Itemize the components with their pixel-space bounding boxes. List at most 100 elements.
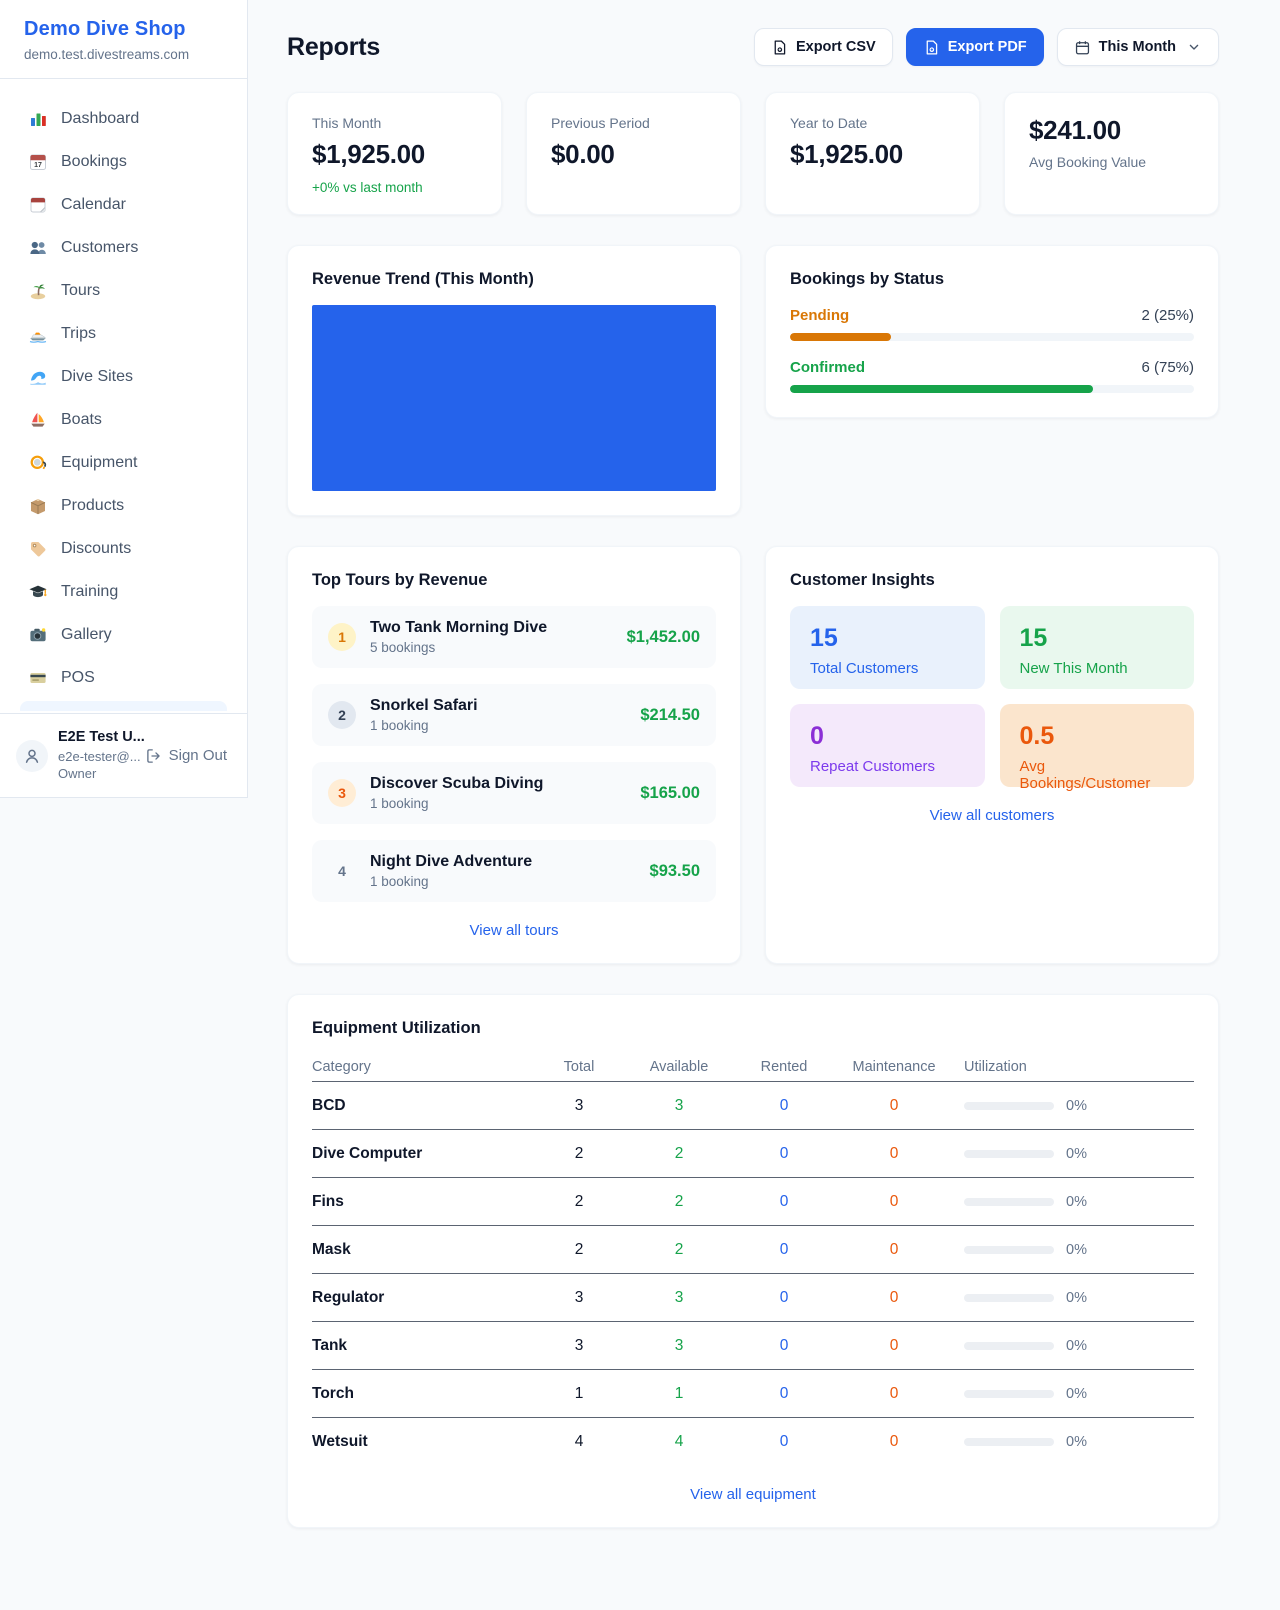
insight-tile-total-customers: 15 Total Customers — [790, 606, 985, 689]
period-dropdown[interactable]: This Month — [1056, 28, 1219, 66]
sidebar-item-training[interactable]: Training — [8, 570, 239, 613]
stat-card-year-to-date: Year to Date $1,925.00 — [765, 92, 980, 215]
revenue-trend-chart — [312, 305, 716, 491]
status-label: Confirmed — [790, 359, 865, 376]
sidebar-item-boats[interactable]: Boats — [8, 398, 239, 441]
page-header: Reports Export CSV Export PDF This Month — [287, 28, 1219, 66]
sidebar-item-pos[interactable]: POS — [8, 656, 239, 699]
utilization-cell: 0% — [954, 1290, 1194, 1306]
tour-revenue: $93.50 — [649, 861, 700, 880]
user-meta: E2E Test U... e2e-tester@... Owner — [58, 728, 145, 783]
sailboat-icon — [28, 410, 48, 430]
category-cell: Mask — [312, 1240, 351, 1258]
stat-cards: This Month $1,925.00 +0% vs last month P… — [287, 92, 1219, 215]
column-header: Rented — [760, 1058, 808, 1075]
revenue-trend-title: Revenue Trend (This Month) — [312, 270, 534, 288]
equipment-table-body: BCD 3 3 0 0 0% Dive Computer 2 2 0 0 0% Fins 2 2 0 0 0% Ma… — [312, 1082, 1194, 1466]
sidebar-item-products[interactable]: Products — [8, 484, 239, 527]
category-cell: Torch — [312, 1384, 354, 1402]
sidebar-item-tours[interactable]: Tours — [8, 269, 239, 312]
utilization-bar — [964, 1341, 1054, 1350]
rank-badge: 3 — [328, 779, 356, 807]
header-actions: Export CSV Export PDF This Month — [753, 28, 1219, 66]
available-cell: 2 — [674, 1192, 684, 1210]
tile-label: Repeat Customers — [810, 758, 936, 775]
view-all-tours-link[interactable]: View all tours — [469, 922, 559, 939]
insight-tiles: 15 Total Customers 15 New This Month 0 R… — [790, 606, 1194, 792]
svg-text:17: 17 — [34, 162, 42, 169]
progress-track — [790, 385, 1194, 393]
status-label: Pending — [790, 307, 850, 324]
stat-value: $241.00 — [1029, 115, 1121, 145]
insight-tile-repeat-customers: 0 Repeat Customers — [790, 704, 985, 787]
maintenance-cell: 0 — [889, 1384, 899, 1402]
tile-label: Total Customers — [810, 660, 919, 677]
tour-bookings: 1 booking — [370, 874, 429, 889]
bar-chart-icon — [28, 109, 48, 129]
sidebar-item-bookings[interactable]: 17 Bookings — [8, 140, 239, 183]
tour-bookings: 1 booking — [370, 796, 429, 811]
stat-label: Year to Date — [790, 115, 868, 131]
maintenance-cell: 0 — [889, 1433, 899, 1450]
progress-fill — [790, 385, 1093, 393]
tag-icon — [28, 539, 48, 559]
sidebar-item-gallery[interactable]: Gallery — [8, 613, 239, 656]
column-header: Utilization — [964, 1058, 1027, 1075]
tour-bookings: 5 bookings — [370, 640, 436, 655]
table-row: Mask 2 2 0 0 0% — [312, 1226, 1194, 1274]
utilization-percent: 0% — [1066, 1385, 1087, 1402]
tile-value: 0 — [810, 722, 824, 750]
island-icon — [28, 281, 48, 301]
total-cell: 2 — [574, 1192, 584, 1210]
utilization-bar — [964, 1293, 1054, 1302]
total-cell: 3 — [574, 1288, 584, 1306]
utilization-cell: 0% — [954, 1098, 1194, 1114]
speedboat-icon — [28, 324, 48, 344]
rented-cell: 0 — [779, 1336, 789, 1354]
export-pdf-button[interactable]: Export PDF — [905, 28, 1044, 66]
sidebar-item-dive-sites[interactable]: Dive Sites — [8, 355, 239, 398]
sidebar-item-discounts[interactable]: Discounts — [8, 527, 239, 570]
maintenance-cell: 0 — [889, 1288, 899, 1306]
column-header: Category — [312, 1058, 371, 1075]
view-all-equipment-link[interactable]: View all equipment — [690, 1486, 816, 1503]
status-row-confirmed: Confirmed 6 (75%) — [790, 359, 1194, 393]
view-all-customers-link[interactable]: View all customers — [929, 807, 1055, 824]
list-item: 4 Night Dive Adventure 1 booking $93.50 — [312, 840, 716, 902]
table-row: Regulator 3 3 0 0 0% — [312, 1274, 1194, 1322]
sidebar-item-customers[interactable]: Customers — [8, 226, 239, 269]
package-icon — [28, 496, 48, 516]
utilization-cell: 0% — [954, 1146, 1194, 1162]
tour-name: Two Tank Morning Dive — [370, 619, 548, 636]
column-header: Maintenance — [852, 1058, 936, 1075]
status-value: 2 (25%) — [1141, 307, 1194, 324]
sidebar-item-equipment[interactable]: Equipment — [8, 441, 239, 484]
stat-value: $1,925.00 — [312, 139, 425, 169]
rented-cell: 0 — [779, 1192, 789, 1210]
avatar — [16, 739, 48, 772]
sign-out-button[interactable]: Sign Out — [145, 747, 227, 765]
sidebar-item-dashboard[interactable]: Dashboard — [8, 97, 239, 140]
rented-cell: 0 — [779, 1144, 789, 1162]
utilization-bar — [964, 1197, 1054, 1206]
dive-mask-icon — [28, 453, 48, 473]
sidebar-item-trips[interactable]: Trips — [8, 312, 239, 355]
equipment-table: Category Total Available Rented Maintena… — [312, 1052, 1194, 1466]
calendar-date-icon: 17 — [28, 152, 48, 172]
table-row: Torch 1 1 0 0 0% — [312, 1370, 1194, 1418]
export-csv-button[interactable]: Export CSV — [753, 28, 893, 66]
column-header: Total — [563, 1058, 595, 1075]
utilization-bar — [964, 1245, 1054, 1254]
available-cell: 3 — [674, 1096, 684, 1114]
rented-cell: 0 — [779, 1433, 789, 1450]
tear-off-calendar-icon — [28, 195, 48, 215]
rank-badge: 1 — [328, 623, 356, 651]
progress-fill — [790, 333, 891, 341]
tour-bookings: 1 booking — [370, 718, 429, 733]
tour-list: 1 Two Tank Morning Dive 5 bookings $1,452… — [312, 606, 716, 902]
total-cell: 2 — [574, 1240, 584, 1258]
page-title: Reports — [287, 32, 381, 61]
sidebar-item-calendar[interactable]: Calendar — [8, 183, 239, 226]
utilization-percent: 0% — [1066, 1145, 1087, 1162]
maintenance-cell: 0 — [889, 1144, 899, 1162]
